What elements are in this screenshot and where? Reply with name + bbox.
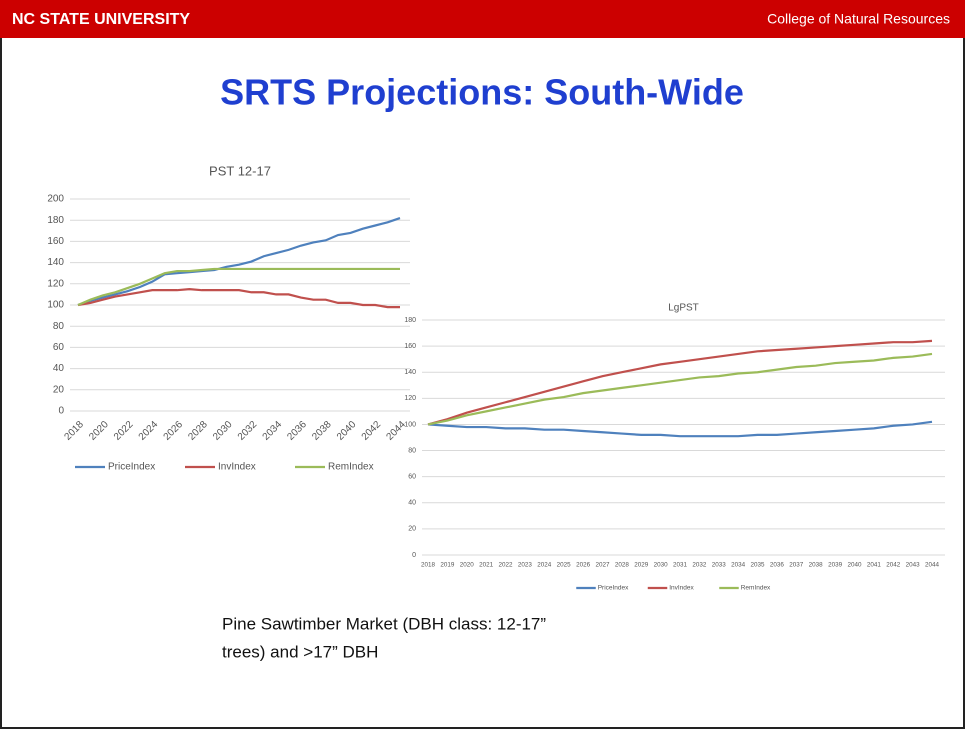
y-tick-label: 140 bbox=[47, 257, 64, 268]
y-tick-label: 140 bbox=[404, 369, 416, 376]
y-tick-label: 60 bbox=[53, 342, 65, 353]
data-line bbox=[427, 420, 933, 438]
x-tick-label: 2021 bbox=[479, 562, 494, 569]
x-tick-label: 2026 bbox=[576, 562, 591, 569]
data-line bbox=[427, 339, 933, 426]
x-tick-label: 2030 bbox=[654, 562, 669, 569]
y-tick-label: 0 bbox=[58, 406, 64, 417]
y-tick-label: 160 bbox=[47, 236, 64, 247]
y-tick-label: 80 bbox=[408, 447, 416, 454]
x-tick-label: 2037 bbox=[789, 562, 804, 569]
header-bar bbox=[0, 0, 965, 38]
header-right: College of Natural Resources bbox=[767, 11, 950, 27]
x-tick-label: 2043 bbox=[906, 562, 921, 569]
x-tick-label: 2033 bbox=[712, 562, 727, 569]
legend-label: InvIndex bbox=[218, 462, 256, 473]
x-tick-label: 2029 bbox=[634, 562, 649, 569]
y-tick-label: 20 bbox=[53, 384, 65, 395]
header-left: NC STATE UNIVERSITY bbox=[12, 11, 190, 28]
y-tick-label: 0 bbox=[412, 552, 416, 559]
x-tick-label: 2031 bbox=[673, 562, 688, 569]
legend-label: RemIndex bbox=[741, 585, 771, 592]
x-tick-label: 2019 bbox=[440, 562, 455, 569]
y-tick-label: 160 bbox=[404, 343, 416, 350]
chart-title: PST 12-17 bbox=[209, 163, 271, 178]
y-tick-label: 40 bbox=[53, 363, 65, 374]
y-tick-label: 40 bbox=[408, 500, 416, 507]
slide-title: SRTS Projections: South-Wide bbox=[220, 72, 744, 113]
x-tick-label: 2034 bbox=[731, 562, 746, 569]
y-tick-label: 180 bbox=[404, 317, 416, 324]
y-tick-label: 180 bbox=[47, 215, 64, 226]
y-tick-label: 120 bbox=[404, 395, 416, 402]
y-tick-label: 20 bbox=[408, 526, 416, 533]
x-tick-label: 2038 bbox=[809, 562, 824, 569]
y-tick-label: 100 bbox=[47, 300, 64, 311]
data-line bbox=[427, 352, 933, 426]
y-tick-label: 100 bbox=[404, 421, 416, 428]
chart-title: LgPST bbox=[668, 303, 699, 314]
x-tick-label: 2041 bbox=[867, 562, 882, 569]
x-tick-label: 2039 bbox=[828, 562, 843, 569]
x-tick-label: 2025 bbox=[557, 562, 572, 569]
y-tick-label: 80 bbox=[53, 321, 65, 332]
data-line bbox=[77, 287, 400, 309]
x-tick-label: 2027 bbox=[595, 562, 610, 569]
y-tick-label: 200 bbox=[47, 194, 64, 205]
x-tick-label: 2022 bbox=[499, 562, 514, 569]
y-tick-label: 60 bbox=[408, 474, 416, 481]
x-tick-label: 2044 bbox=[925, 562, 940, 569]
x-tick-label: 2042 bbox=[886, 562, 901, 569]
legend-label: InvIndex bbox=[669, 585, 694, 592]
legend-label: PriceIndex bbox=[598, 585, 629, 592]
x-tick-label: 2020 bbox=[460, 562, 475, 569]
x-tick-label: 2040 bbox=[847, 562, 862, 569]
x-tick-label: 2028 bbox=[615, 562, 630, 569]
data-line bbox=[77, 217, 401, 307]
data-line bbox=[77, 267, 400, 307]
x-tick-label: 2032 bbox=[692, 562, 707, 569]
x-tick-label: 2036 bbox=[770, 562, 785, 569]
x-tick-label: 2023 bbox=[518, 562, 533, 569]
caption-line: trees) and >17” DBH bbox=[222, 642, 378, 661]
caption-line: Pine Sawtimber Market (DBH class: 12-17” bbox=[222, 614, 546, 633]
x-tick-label: 2035 bbox=[751, 562, 766, 569]
legend-label: RemIndex bbox=[328, 462, 374, 473]
legend-label: PriceIndex bbox=[108, 462, 155, 473]
x-tick-label: 2018 bbox=[421, 562, 436, 569]
x-tick-label: 2024 bbox=[537, 562, 552, 569]
y-tick-label: 120 bbox=[47, 278, 64, 289]
